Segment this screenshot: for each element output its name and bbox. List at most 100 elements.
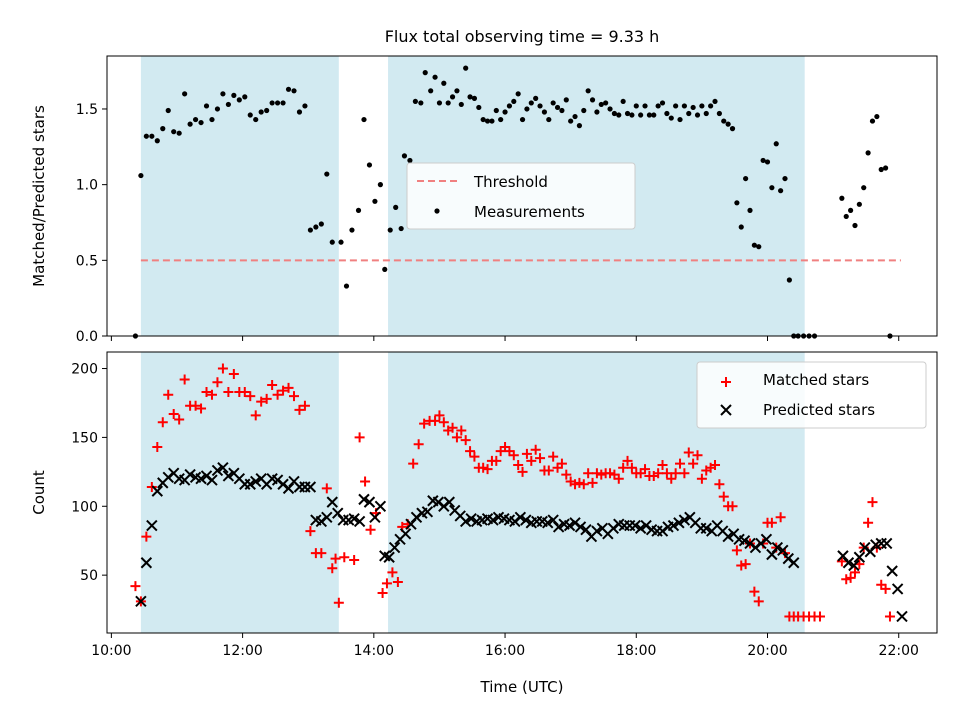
- measurement-point: [154, 138, 160, 144]
- measurement-point: [343, 283, 350, 289]
- measurement-point: [603, 100, 609, 106]
- measurement-point: [324, 171, 330, 177]
- matched-point: [168, 408, 179, 419]
- measurement-point: [843, 213, 849, 220]
- measurement-point: [285, 86, 292, 92]
- matched-point: [736, 560, 747, 571]
- matched-point: [196, 403, 207, 414]
- matched-point: [618, 462, 629, 473]
- matched-point: [157, 417, 168, 428]
- measurement-point: [171, 129, 177, 135]
- measurement-point: [176, 130, 182, 136]
- measurement-point: [355, 207, 362, 213]
- axes-frame: [106, 351, 938, 634]
- legend: Threshold Measurements: [406, 162, 636, 230]
- measurement-point: [633, 103, 639, 109]
- matched-point: [354, 432, 365, 443]
- matched-point: [766, 517, 777, 528]
- y-tick-label: 0.0: [76, 329, 98, 345]
- predicted-point: [369, 511, 381, 524]
- measurement-point: [418, 100, 424, 106]
- matched-point: [526, 455, 537, 466]
- matched-point: [141, 531, 152, 542]
- x-tick-label: 22:00: [879, 643, 919, 659]
- matched-point: [278, 385, 289, 396]
- measurement-point: [361, 116, 367, 123]
- measurement-point: [839, 195, 845, 201]
- predicted-point: [337, 514, 349, 526]
- measurement-point: [313, 224, 319, 230]
- matched-point: [849, 567, 860, 578]
- matched-point: [212, 377, 223, 388]
- matched-point: [867, 497, 878, 508]
- measurement-point: [778, 188, 784, 194]
- measurement-point: [769, 185, 775, 191]
- measurement-point: [751, 242, 757, 248]
- axes-frame: [106, 55, 938, 337]
- legend-matched-label: Matched stars: [763, 371, 869, 389]
- predicted-point: [151, 485, 164, 497]
- ratio-panel: 0.0 0.5 1.0 1.5 Matched/Predicted stars Thres…: [30, 55, 938, 345]
- measurement-point: [743, 175, 749, 182]
- predicted-point: [217, 461, 229, 474]
- matched-point: [710, 459, 721, 470]
- measurement-point: [253, 116, 259, 123]
- predicted-point: [842, 557, 855, 569]
- predicted-point: [667, 519, 680, 532]
- measurement-point: [764, 159, 771, 165]
- measurement-point: [563, 97, 569, 103]
- predicted-point: [140, 557, 153, 569]
- matched-point: [130, 581, 141, 592]
- matched-point: [321, 483, 332, 494]
- measurement-point: [182, 91, 188, 97]
- measurement-point: [511, 98, 517, 105]
- y-axis-label: Matched/Predicted stars: [30, 105, 48, 287]
- predicted-point: [634, 522, 647, 535]
- measurement-point: [165, 107, 171, 114]
- matched-point: [696, 473, 707, 484]
- matched-point: [718, 491, 729, 502]
- predicted-point: [760, 533, 773, 546]
- measurement-point: [445, 100, 451, 106]
- measurement-point: [651, 112, 657, 118]
- y-tick-label: 100: [71, 499, 98, 515]
- matched-point: [419, 418, 430, 429]
- predicted-point: [520, 514, 532, 526]
- predicted-point: [374, 500, 387, 512]
- predicted-point: [353, 515, 366, 528]
- measurement-point: [646, 112, 652, 118]
- predicted-point: [788, 557, 800, 569]
- matched-point: [863, 517, 874, 528]
- predicted-point: [348, 512, 360, 525]
- predicted-point: [304, 481, 317, 493]
- predicted-point: [326, 496, 338, 508]
- matched-point: [413, 439, 424, 450]
- measurement-point: [747, 207, 753, 213]
- measurement-point: [138, 172, 144, 179]
- legend-box: [696, 361, 927, 429]
- measurement-point: [541, 109, 548, 115]
- predicted-point: [580, 523, 592, 536]
- measurement-point: [734, 200, 740, 206]
- predicted-point: [250, 475, 262, 488]
- measurement-point: [725, 121, 731, 127]
- legend-box: [406, 162, 636, 230]
- matched-point: [305, 526, 316, 537]
- measurement-point: [242, 94, 248, 100]
- measurement-point: [236, 97, 242, 103]
- measurement-point: [694, 112, 701, 118]
- legend-measurement-swatch: [434, 208, 440, 214]
- measurement-point: [449, 94, 456, 100]
- matched-point: [513, 459, 524, 470]
- x-tick-label: 10:00: [91, 643, 131, 659]
- matched-point: [174, 414, 185, 425]
- matched-point: [392, 577, 403, 588]
- legend-predicted-label: Predicted stars: [763, 401, 875, 419]
- matched-point: [349, 554, 360, 565]
- measurement-point: [506, 103, 513, 109]
- measurement-point: [554, 104, 561, 111]
- matched-point: [377, 588, 388, 599]
- matched-point: [508, 450, 519, 461]
- predicted-point: [358, 493, 370, 506]
- measurement-point: [673, 103, 679, 109]
